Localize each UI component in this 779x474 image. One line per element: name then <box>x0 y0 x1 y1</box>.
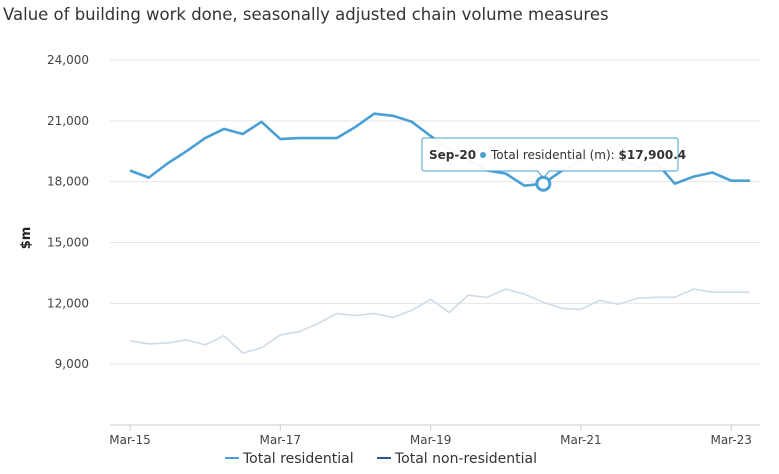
tooltip: Sep-20 Total residential (m): $17,900.4 <box>421 137 686 192</box>
y-tick-label: 9,000 <box>55 357 89 371</box>
chart-title: Value of building work done, seasonally … <box>3 5 609 24</box>
legend: Total residential Total non-residential <box>225 451 537 467</box>
legend-item-total-residential[interactable]: Total residential <box>242 451 354 467</box>
y-axis-label: $m <box>19 227 34 250</box>
y-tick-label: 21,000 <box>47 114 89 128</box>
y-tick-label: 18,000 <box>47 175 89 189</box>
x-tick-label: Mar-15 <box>109 433 150 447</box>
x-axis <box>110 424 760 431</box>
gridlines <box>110 59 760 365</box>
tooltip-series-dot-icon <box>480 152 486 158</box>
y-tick-label: 12,000 <box>47 296 89 310</box>
tooltip-value: $17,900.4 <box>619 148 687 162</box>
x-axis-ticks: Mar-15 Mar-17 Mar-19 Mar-21 Mar-23 <box>109 433 752 447</box>
series-line-total-non-residential[interactable] <box>129 288 750 354</box>
y-axis-ticks: 9,000 12,000 15,000 18,000 21,000 24,000 <box>47 53 89 371</box>
legend-item-total-non-residential[interactable]: Total non-residential <box>394 451 537 467</box>
tooltip-date: Sep-20 <box>429 148 476 162</box>
x-tick-label: Mar-21 <box>560 433 601 447</box>
hover-marker[interactable] <box>535 175 552 192</box>
x-tick-label: Mar-19 <box>410 433 451 447</box>
x-tick-label: Mar-17 <box>260 433 301 447</box>
y-tick-label: 15,000 <box>47 236 89 250</box>
x-tick-label: Mar-23 <box>710 433 751 447</box>
tooltip-series-label: Total residential (m): $17,900.4 <box>490 148 686 162</box>
y-tick-label: 24,000 <box>47 53 89 67</box>
tooltip-box <box>421 137 679 172</box>
